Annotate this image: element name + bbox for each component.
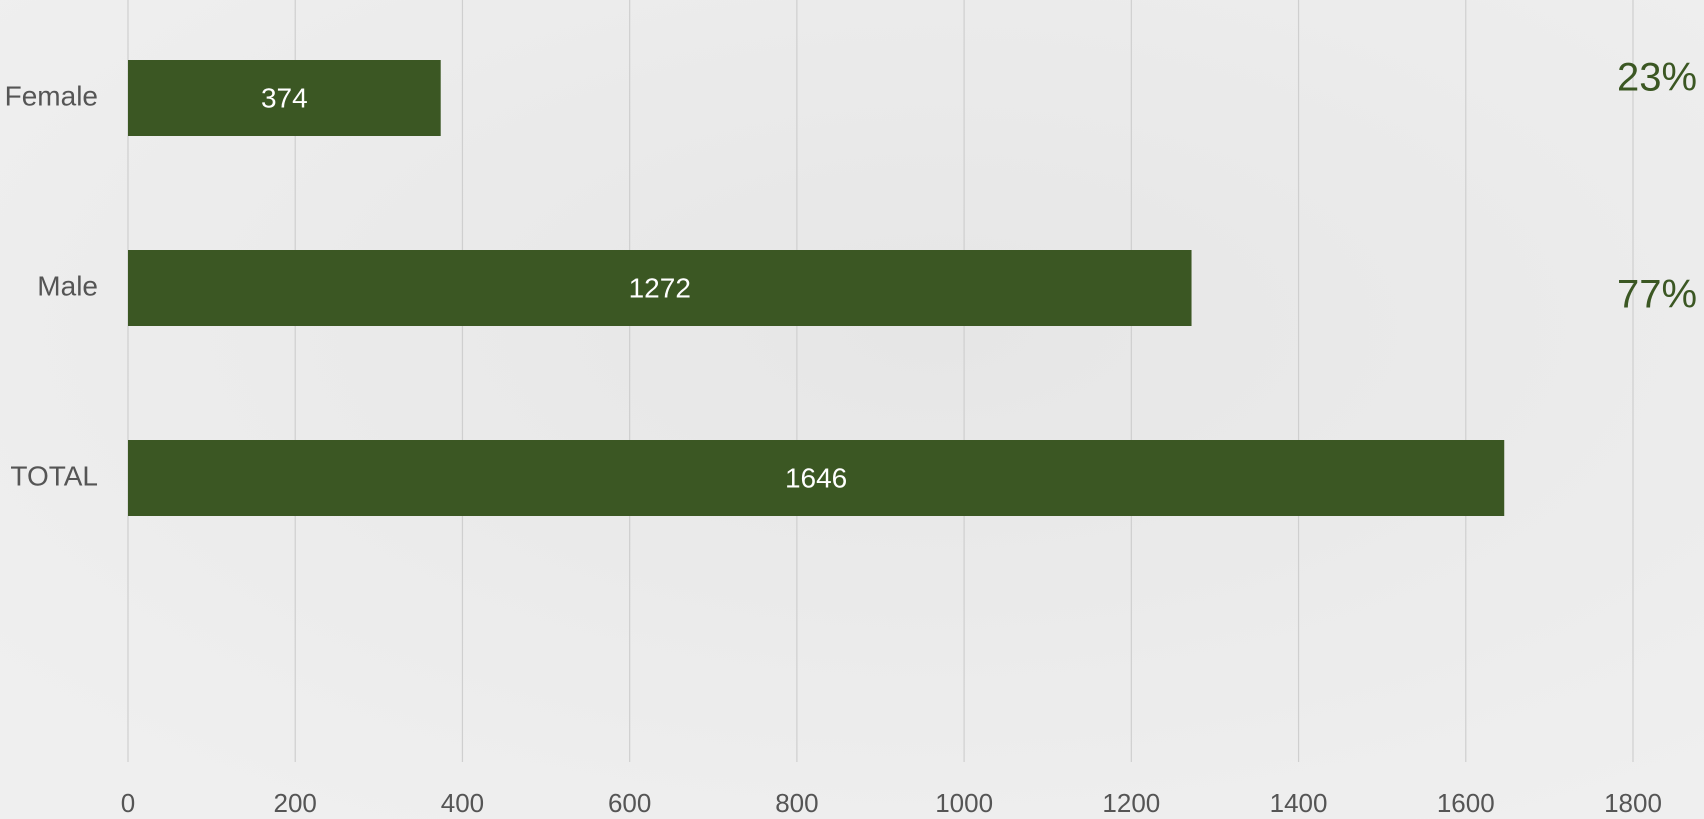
x-tick-label: 1800 bbox=[1604, 788, 1662, 818]
bar bbox=[128, 60, 441, 136]
y-tick-label: Male bbox=[37, 270, 98, 301]
x-tick-label: 1200 bbox=[1102, 788, 1160, 818]
y-tick-label: Female bbox=[5, 80, 98, 111]
data-label: 1272 bbox=[629, 272, 691, 303]
percent-label: 23% bbox=[1617, 56, 1697, 100]
data-label: 374 bbox=[261, 82, 308, 113]
x-tick-label: 1400 bbox=[1270, 788, 1328, 818]
data-label: 1646 bbox=[785, 462, 847, 493]
x-tick-label: 0 bbox=[121, 788, 135, 818]
x-tick-label: 600 bbox=[608, 788, 651, 818]
y-tick-label: TOTAL bbox=[10, 460, 98, 491]
percent-label: 77% bbox=[1617, 273, 1697, 317]
x-tick-label: 800 bbox=[775, 788, 818, 818]
x-tick-label: 1000 bbox=[935, 788, 993, 818]
x-tick-label: 200 bbox=[274, 788, 317, 818]
bar bbox=[128, 440, 1505, 516]
x-tick-label: 1600 bbox=[1437, 788, 1495, 818]
bar bbox=[128, 250, 1192, 326]
x-tick-label: 400 bbox=[441, 788, 484, 818]
